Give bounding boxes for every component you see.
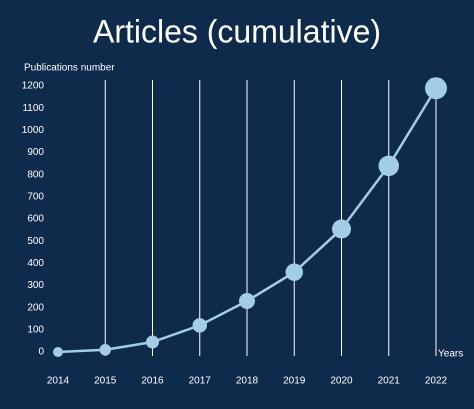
- marker: [332, 219, 351, 239]
- y-tick-label: 400: [27, 258, 44, 269]
- y-tick-label: 800: [27, 169, 44, 180]
- x-tick-label: 2018: [236, 376, 259, 387]
- y-tick-label: 900: [27, 147, 44, 158]
- marker: [146, 335, 159, 349]
- marker: [53, 347, 63, 357]
- marker: [192, 318, 207, 333]
- y-tick-label: 0: [38, 347, 44, 358]
- x-tick-label: 2020: [330, 376, 353, 387]
- marker: [99, 344, 111, 356]
- x-axis-label: Years: [438, 349, 463, 360]
- x-tick-label: 2022: [425, 376, 448, 387]
- x-tick-label: 2015: [94, 376, 117, 387]
- marker: [285, 263, 303, 281]
- y-tick-label: 1200: [22, 81, 45, 92]
- y-tick-label: 1100: [22, 103, 44, 114]
- y-tick-label: 100: [27, 324, 44, 335]
- marker: [425, 77, 447, 100]
- marker: [378, 155, 399, 177]
- y-tick-label: 500: [27, 236, 44, 247]
- x-tick-label: 2017: [189, 376, 212, 387]
- y-tick-label: 1000: [22, 125, 45, 136]
- y-axis-label: Publications number: [24, 63, 115, 74]
- x-tick-label: 2019: [283, 376, 306, 387]
- x-tick-label: 2021: [378, 376, 401, 387]
- x-tick-label: 2016: [141, 376, 164, 387]
- x-tick-label: 2014: [47, 376, 70, 387]
- marker: [239, 293, 255, 310]
- chart-title: Articles (cumulative): [93, 13, 381, 49]
- y-tick-label: 200: [27, 302, 44, 313]
- y-tick-label: 600: [27, 214, 44, 225]
- y-tick-label: 300: [27, 280, 44, 291]
- y-tick-label: 700: [27, 191, 44, 202]
